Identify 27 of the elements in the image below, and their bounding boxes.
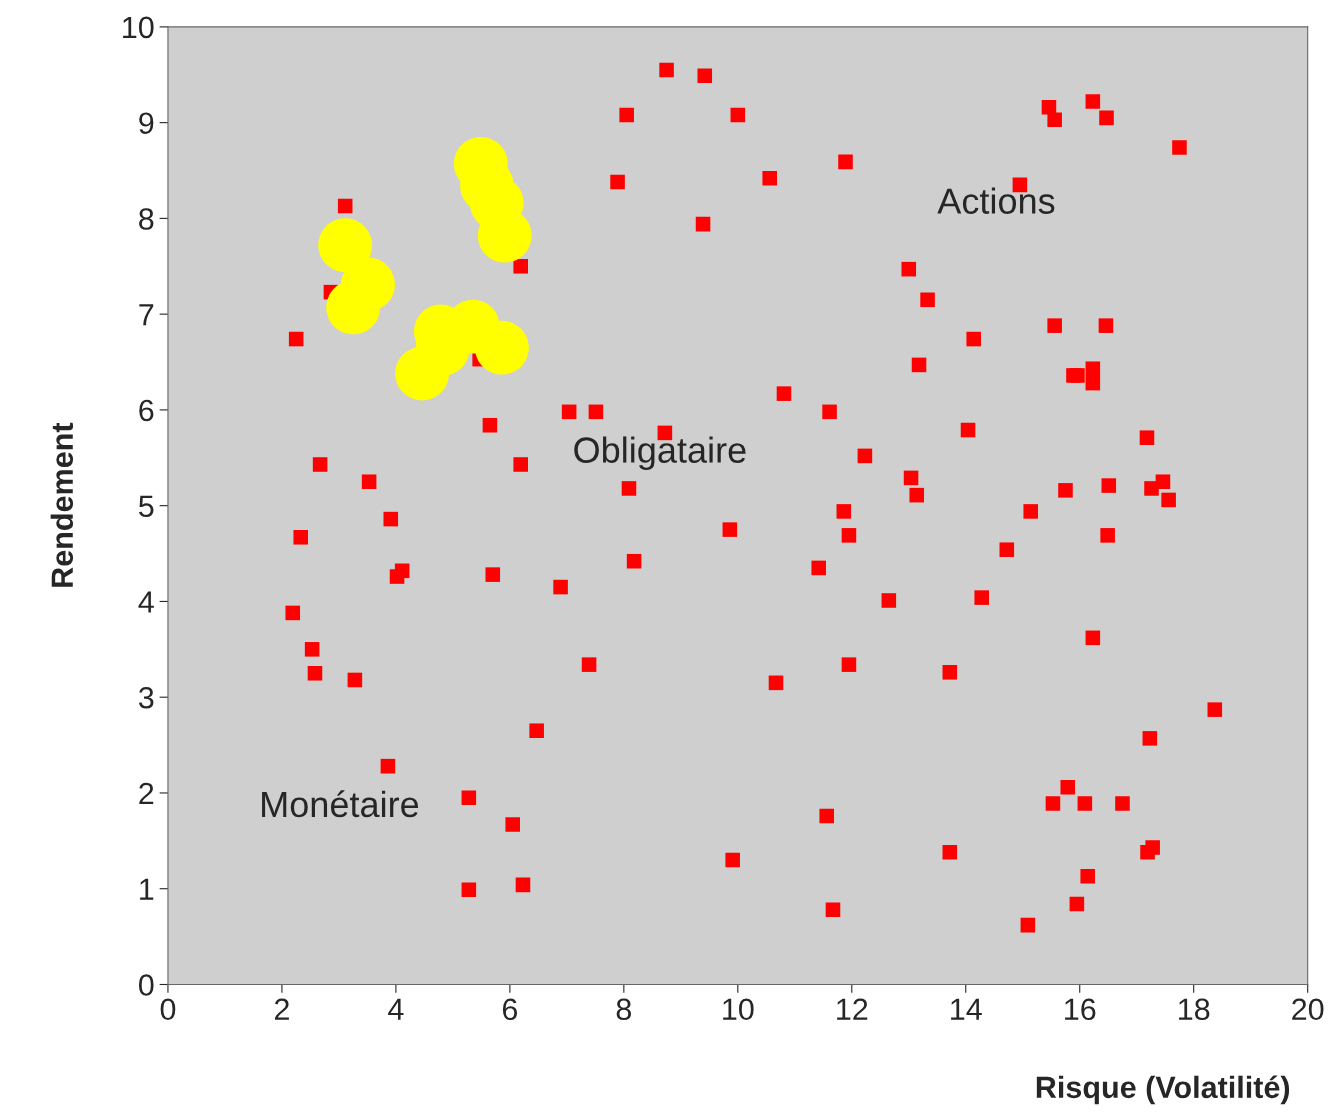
y-tick-label: 9 — [139, 112, 154, 135]
x-tick-label: 20 — [1292, 998, 1324, 1021]
y-tick-label: 2 — [139, 782, 154, 805]
y-tick-label: 1 — [140, 878, 154, 900]
x-tick-label: 14 — [951, 998, 982, 1020]
y-tick-label: 8 — [139, 208, 154, 230]
y-tick-label: 7 — [139, 304, 154, 326]
y-tick-label: 6 — [139, 399, 154, 422]
x-axis-title: Risque (Volatilité) — [1036, 1075, 1290, 1105]
annotation: Actions — [937, 187, 1055, 214]
x-tick-label: 8 — [616, 998, 632, 1021]
x-tick-label: 16 — [1065, 998, 1096, 1021]
x-tick-label: 18 — [1179, 998, 1210, 1021]
y-axis-title: Rendement — [50, 422, 74, 587]
y-tick-label: 10 — [123, 16, 154, 39]
x-tick-label: 12 — [837, 998, 868, 1020]
x-tick-label: 0 — [160, 998, 176, 1021]
x-tick-label: 4 — [388, 998, 404, 1020]
x-tick-label: 6 — [502, 998, 518, 1021]
x-tick-label: 2 — [274, 998, 289, 1020]
y-tick-label: 0 — [138, 974, 154, 996]
y-tick-label: 4 — [138, 591, 154, 613]
y-tick-label: 3 — [138, 686, 154, 709]
annotation: Obligataire — [574, 436, 746, 471]
annotation: Monétaire — [262, 790, 419, 818]
x-tick-label: 10 — [723, 998, 754, 1021]
y-tick-label: 5 — [138, 495, 154, 518]
